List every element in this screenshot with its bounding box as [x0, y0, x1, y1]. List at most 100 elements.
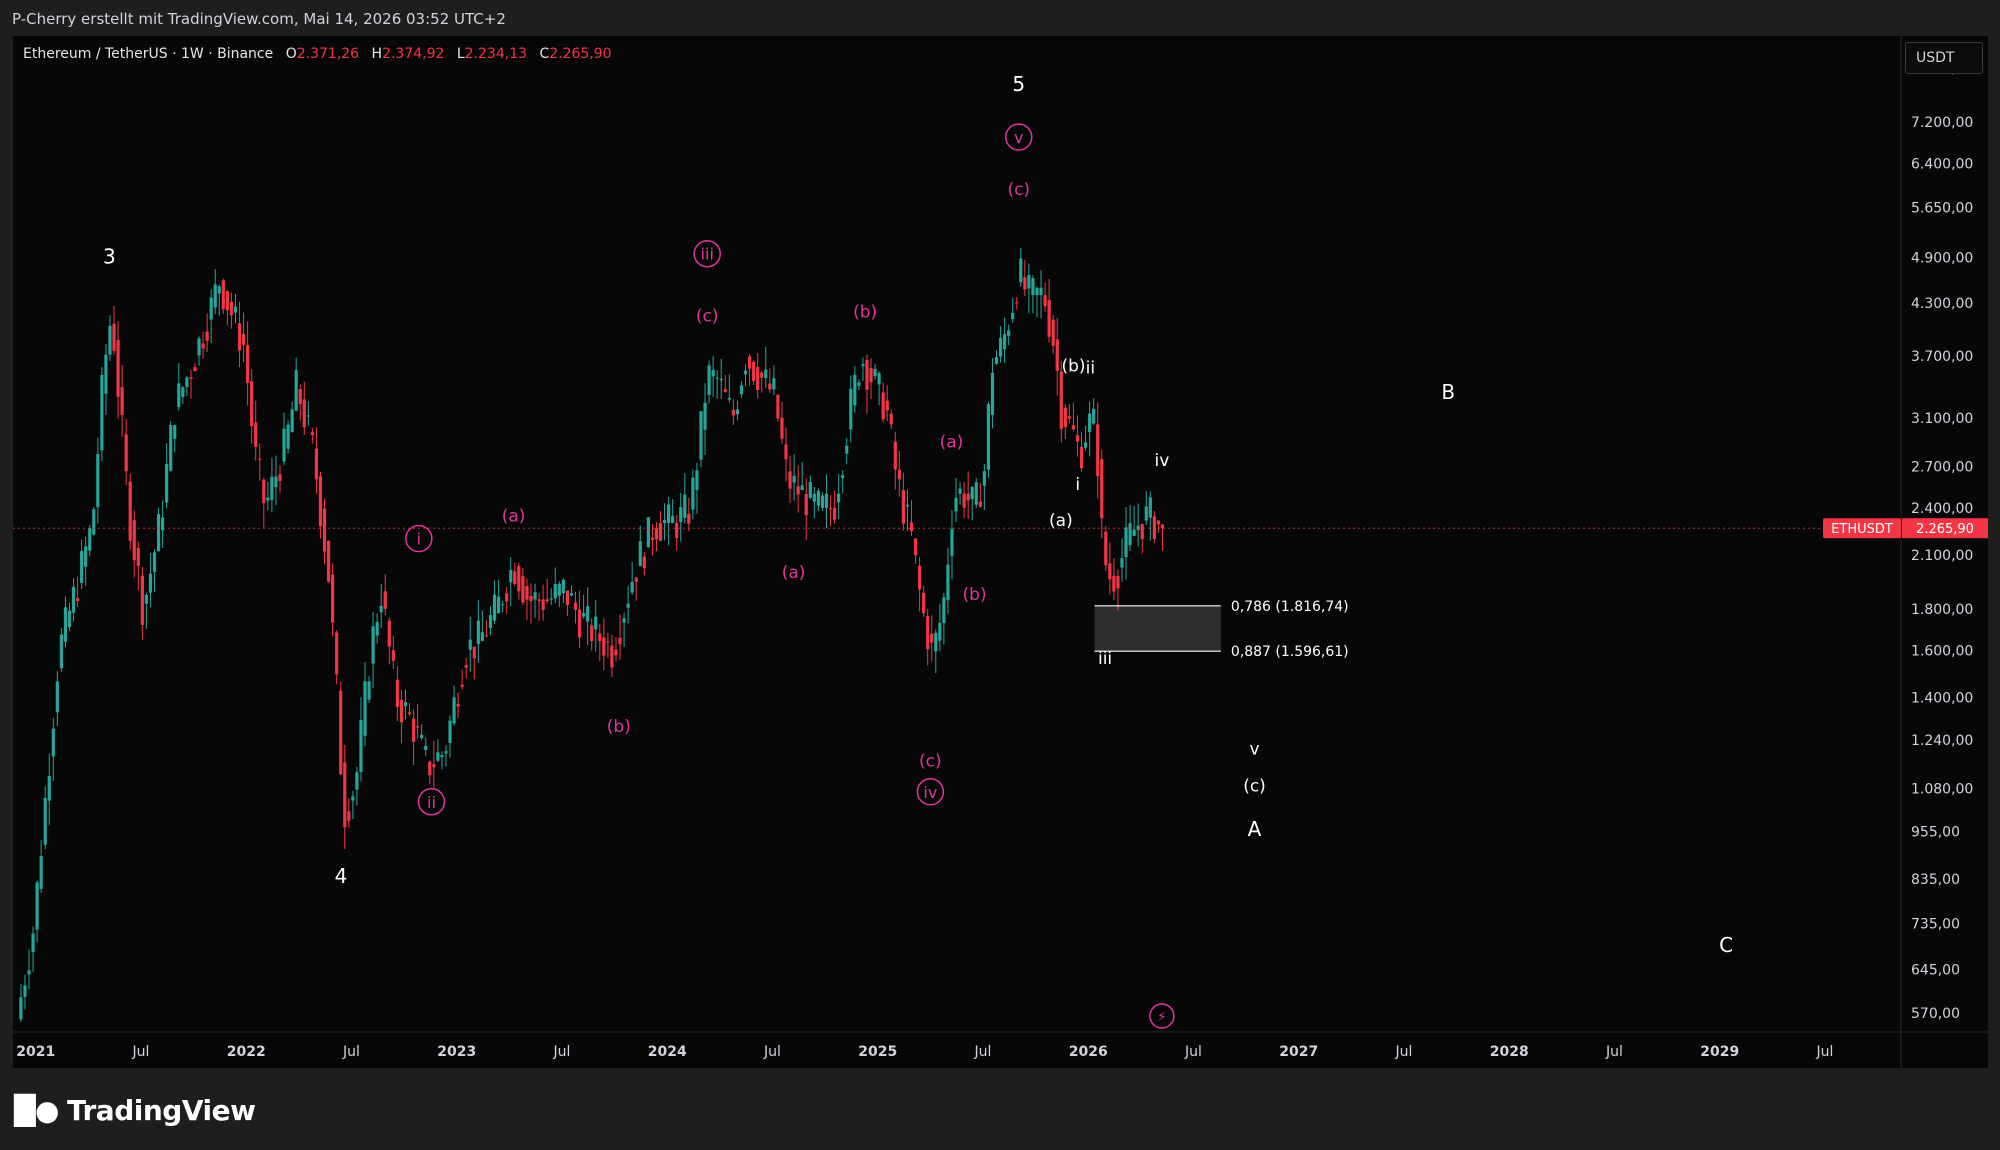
candle-body: [229, 301, 234, 316]
candle-body: [428, 761, 432, 776]
candle-body: [828, 508, 833, 510]
candle-body: [667, 504, 671, 523]
candle-body: [424, 745, 428, 750]
candle: [800, 461, 804, 491]
candle: [193, 363, 197, 372]
candle: [343, 744, 347, 849]
candle: [229, 292, 234, 329]
candle: [974, 477, 978, 508]
candle: [140, 567, 144, 640]
candle-body: [96, 454, 100, 508]
candle: [687, 497, 691, 531]
candle-body: [189, 377, 193, 379]
candle-body: [181, 387, 185, 398]
event-marker-icon: [1149, 1003, 1175, 1029]
candle: [662, 503, 667, 541]
candle-body: [865, 359, 869, 390]
price-chart[interactable]: 8.400,007.200,006.400,005.650,004.900,00…: [13, 36, 1988, 1068]
candle-body: [760, 372, 764, 378]
candle-body: [282, 428, 286, 462]
candle-body: [444, 751, 448, 754]
candle: [602, 618, 606, 671]
tradingview-logo[interactable]: █● TradingView: [14, 1094, 256, 1127]
candle: [104, 344, 108, 415]
candle-body: [476, 620, 480, 644]
candle: [654, 522, 659, 552]
candle-body: [1055, 339, 1059, 371]
candle-body: [962, 493, 966, 508]
candle: [630, 561, 634, 595]
candle: [796, 465, 800, 513]
candle: [428, 760, 432, 785]
y-tick-label: 3.100,00: [1911, 411, 1973, 427]
candle-body: [618, 637, 622, 645]
fib-level-label: 0,887 (1.596,61): [1231, 644, 1349, 660]
candle-body: [545, 599, 549, 602]
candle-body: [440, 755, 444, 758]
candle-body: [990, 372, 995, 415]
x-tick-label: 2024: [648, 1044, 687, 1060]
candle-body: [460, 684, 464, 687]
candle: [314, 427, 319, 494]
candle: [258, 443, 262, 481]
candle-body: [747, 356, 752, 369]
symbol-name[interactable]: Ethereum / TetherUS · 1W · Binance: [23, 46, 274, 62]
candle-body: [201, 343, 205, 349]
candle: [432, 741, 436, 788]
high-value: 2.374,92: [382, 46, 445, 62]
y-tick-label: 4.300,00: [1911, 296, 1973, 312]
candle: [849, 375, 853, 443]
candle: [464, 657, 468, 679]
candle-body: [416, 726, 420, 728]
candle: [452, 685, 456, 726]
candle-body: [1047, 299, 1051, 337]
candle: [496, 579, 501, 614]
candle-body: [19, 997, 23, 1020]
ticker-tag-bg: [1823, 518, 1901, 539]
candle: [399, 690, 404, 744]
candle: [594, 600, 598, 652]
candle: [173, 424, 177, 453]
candle: [55, 671, 59, 727]
candle: [1120, 538, 1124, 582]
candle-body: [590, 625, 594, 642]
currency-selector[interactable]: USDT: [1905, 42, 1983, 74]
candle: [383, 574, 387, 616]
candle: [128, 473, 132, 550]
candle: [869, 358, 873, 399]
candle-body: [92, 509, 96, 535]
low-label: L: [456, 46, 465, 62]
candle: [549, 588, 553, 606]
candle: [917, 557, 922, 612]
chart-area[interactable]: 8.400,007.200,006.400,005.650,004.900,00…: [13, 36, 1988, 1068]
candle: [545, 578, 549, 604]
candle: [468, 616, 472, 672]
candle: [1023, 259, 1027, 297]
candle-body: [845, 445, 849, 454]
candle: [646, 516, 650, 548]
candle: [436, 739, 440, 763]
candle-body: [565, 590, 570, 605]
candle-body: [691, 477, 695, 510]
candle-body: [480, 632, 484, 641]
wave-label: 5: [1012, 72, 1025, 96]
wave-label-circle: [916, 778, 945, 806]
x-tick-label: 2025: [858, 1044, 897, 1060]
candle: [1055, 317, 1059, 396]
candle-body: [237, 323, 242, 351]
x-tick-label: 2022: [227, 1044, 266, 1060]
candle-body: [909, 522, 914, 532]
candle: [148, 552, 153, 608]
candle: [290, 401, 294, 433]
candle: [533, 583, 537, 619]
candle: [96, 437, 100, 524]
candle: [156, 507, 161, 552]
candle: [177, 363, 181, 411]
candle: [213, 269, 217, 315]
wave-label: A: [1248, 817, 1262, 841]
x-tick-label: Jul: [1605, 1044, 1623, 1060]
candle-body: [1128, 523, 1132, 546]
candle-body: [1116, 575, 1120, 589]
candle-body: [699, 411, 703, 460]
candle-body: [1059, 371, 1063, 430]
